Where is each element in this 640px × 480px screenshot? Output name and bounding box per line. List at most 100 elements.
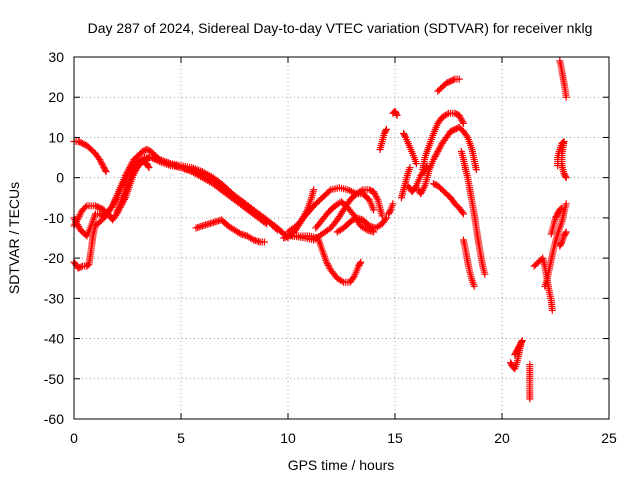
x-tick-label: 15 bbox=[387, 430, 403, 446]
series-arc-29 bbox=[541, 200, 570, 290]
data-point bbox=[435, 146, 443, 154]
y-tick-label: -50 bbox=[44, 371, 64, 387]
data-point bbox=[77, 263, 85, 271]
data-point bbox=[84, 261, 92, 269]
data-point bbox=[517, 340, 525, 348]
data-point bbox=[248, 235, 256, 243]
data-point bbox=[557, 239, 565, 247]
series-arc-8 bbox=[284, 184, 378, 236]
data-point bbox=[562, 93, 570, 101]
data-point bbox=[455, 75, 463, 83]
data-point bbox=[434, 148, 442, 156]
data-point bbox=[109, 200, 117, 208]
data-point bbox=[144, 162, 152, 170]
data-point bbox=[357, 187, 365, 195]
series-arc-16 bbox=[397, 164, 414, 202]
data-point bbox=[443, 110, 451, 118]
data-point bbox=[77, 209, 85, 217]
data-point bbox=[430, 156, 438, 164]
series-arc-32 bbox=[556, 228, 570, 250]
data-point bbox=[323, 258, 331, 266]
data-point bbox=[393, 111, 401, 119]
y-tick-label: -30 bbox=[44, 290, 64, 306]
x-tick-label: 0 bbox=[70, 430, 78, 446]
y-tick-label: 20 bbox=[48, 89, 64, 105]
series-arc-20 bbox=[419, 109, 467, 174]
data-point bbox=[346, 187, 354, 195]
series-arc-10 bbox=[288, 186, 386, 244]
data-point bbox=[386, 207, 394, 215]
series-arc-13 bbox=[376, 125, 390, 154]
series-arc-12 bbox=[333, 214, 390, 236]
data-point bbox=[373, 194, 381, 202]
x-tick-labels: 0 5 10 15 20 25 bbox=[70, 430, 617, 446]
data-point bbox=[362, 225, 370, 233]
data-point bbox=[357, 258, 365, 266]
data-point bbox=[127, 172, 135, 180]
data-point bbox=[418, 188, 426, 196]
data-point bbox=[456, 113, 464, 121]
x-tick-label: 25 bbox=[601, 430, 617, 446]
data-point bbox=[455, 111, 463, 119]
series-arc-26 bbox=[511, 339, 525, 359]
x-tick-label: 5 bbox=[177, 430, 185, 446]
y-tick-label: 0 bbox=[56, 170, 64, 186]
data-point bbox=[459, 119, 467, 127]
data-point bbox=[145, 164, 153, 172]
data-point bbox=[323, 260, 331, 268]
data-point bbox=[126, 174, 134, 182]
series-arc-19 bbox=[415, 123, 480, 198]
data-point bbox=[432, 151, 440, 159]
data-point bbox=[561, 172, 569, 180]
data-point bbox=[372, 193, 380, 201]
series-arc-15 bbox=[385, 200, 397, 218]
data-point bbox=[470, 282, 478, 290]
data-point bbox=[481, 270, 489, 278]
y-tick-label: -60 bbox=[44, 411, 64, 427]
series-arc-9 bbox=[284, 232, 365, 286]
data-point bbox=[526, 395, 534, 403]
data-point bbox=[458, 116, 466, 124]
series-arc-11 bbox=[312, 198, 378, 236]
data-point bbox=[430, 154, 438, 162]
data-point bbox=[260, 238, 268, 246]
data-point bbox=[561, 229, 569, 237]
data-point bbox=[431, 152, 439, 160]
series-arc-21 bbox=[434, 75, 463, 95]
series-arc-31 bbox=[554, 137, 570, 182]
y-axis-label: SDTVAR / TECUs bbox=[6, 182, 22, 294]
data-point bbox=[557, 205, 565, 213]
data-point bbox=[76, 211, 84, 219]
data-point bbox=[338, 277, 346, 285]
series-arc-6 bbox=[192, 216, 268, 246]
series-arc-17 bbox=[400, 129, 420, 168]
data-point bbox=[548, 306, 556, 314]
series-arc-5 bbox=[113, 158, 153, 216]
data-point bbox=[344, 186, 352, 194]
data-point bbox=[325, 263, 333, 271]
data-point bbox=[459, 210, 467, 218]
data-point bbox=[128, 171, 136, 179]
data-point bbox=[101, 166, 109, 174]
data-point bbox=[356, 259, 364, 267]
data-point bbox=[517, 339, 525, 347]
plot-frame bbox=[73, 56, 610, 420]
data-points bbox=[70, 57, 570, 403]
data-point bbox=[412, 160, 420, 168]
data-point bbox=[109, 202, 117, 210]
series-arc-4 bbox=[70, 154, 271, 240]
data-point bbox=[349, 274, 357, 282]
y-tick-label: 10 bbox=[48, 129, 64, 145]
data-point bbox=[472, 166, 480, 174]
y-tick-label: -40 bbox=[44, 331, 64, 347]
data-point bbox=[98, 160, 106, 168]
data-point bbox=[389, 200, 397, 208]
data-point bbox=[370, 206, 378, 214]
data-point bbox=[436, 144, 444, 152]
data-point bbox=[310, 186, 318, 194]
data-point bbox=[273, 226, 281, 234]
data-point bbox=[419, 185, 427, 193]
x-axis-label: GPS time / hours bbox=[288, 457, 395, 473]
data-point bbox=[324, 261, 332, 269]
data-point bbox=[562, 174, 570, 182]
